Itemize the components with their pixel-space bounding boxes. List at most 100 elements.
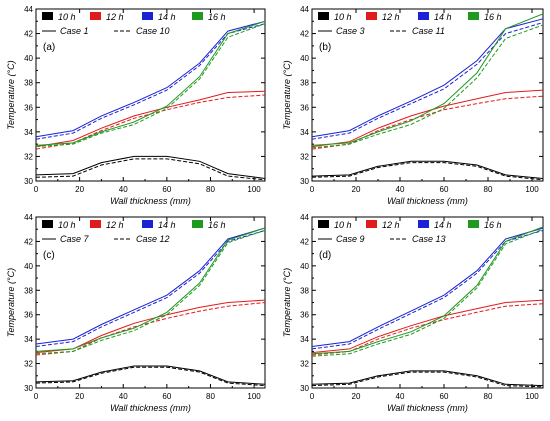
- legend-label: 12 h: [106, 220, 124, 230]
- chart-panel: 0 20 40 60 80 100 30 32 34 36 38 40 42 44 Wall thickne…: [282, 213, 544, 413]
- y-tick-label: 42: [24, 237, 33, 246]
- y-tick-label: 42: [24, 30, 33, 39]
- x-tick-label: 60: [162, 392, 171, 401]
- legend-style-label: Case 11: [412, 26, 445, 36]
- x-tick-label: 80: [484, 185, 493, 194]
- x-axis-title: Wall thickness (mm): [387, 403, 468, 413]
- series-line: [311, 89, 544, 148]
- y-tick-label: 32: [300, 360, 309, 369]
- legend-swatch: [90, 12, 101, 20]
- legend-swatch: [366, 12, 377, 20]
- y-tick-label: 30: [300, 384, 309, 393]
- x-tick-label: 100: [247, 185, 261, 194]
- legend-swatch: [366, 220, 377, 228]
- x-tick-label: 0: [34, 185, 39, 194]
- y-tick-label: 34: [24, 335, 33, 344]
- legend-label: 14 h: [158, 220, 176, 230]
- legend-label: 14 h: [434, 12, 452, 22]
- y-tick-label: 30: [300, 177, 309, 186]
- y-tick-label: 38: [300, 79, 309, 88]
- y-tick-label: 36: [300, 103, 309, 112]
- legend-label: 16 h: [208, 220, 226, 230]
- x-axis-title: Wall thickness (mm): [110, 403, 191, 413]
- panel-label: (c): [43, 250, 55, 261]
- legend-swatch: [192, 220, 203, 228]
- legend-swatch: [142, 220, 153, 228]
- series-line: [35, 158, 266, 181]
- legend-swatch: [418, 12, 429, 20]
- legend-label: 16 h: [484, 12, 502, 22]
- legend-label: 14 h: [158, 12, 176, 22]
- x-axis-title: Wall thickness (mm): [387, 196, 468, 206]
- y-tick-label: 40: [300, 54, 309, 63]
- series-line: [311, 228, 544, 357]
- chart-panel: 0 20 40 60 80 100 30 32 34 36 38 40 42 44 Wall thickne…: [282, 5, 544, 206]
- series-line: [311, 22, 544, 140]
- x-tick-label: 40: [396, 185, 405, 194]
- x-tick-label: 60: [440, 392, 449, 401]
- chart-panel: 0 20 40 60 80 100 30 32 34 36 38 40 42 44 Wall thickne…: [6, 213, 266, 413]
- legend-label: 16 h: [484, 220, 502, 230]
- series-line: [35, 20, 266, 146]
- series-line: [311, 24, 544, 149]
- y-tick-label: 32: [24, 360, 33, 369]
- y-axis-title: Temperature (°C): [6, 60, 16, 129]
- y-tick-label: 38: [24, 286, 33, 295]
- y-tick-label: 44: [300, 213, 309, 222]
- series-line: [35, 366, 266, 387]
- x-tick-label: 0: [34, 392, 39, 401]
- series-line: [311, 370, 544, 387]
- series-line: [311, 13, 544, 146]
- series-line: [35, 299, 266, 354]
- x-tick-label: 80: [206, 185, 215, 194]
- panel-label: (b): [319, 42, 331, 53]
- x-tick-label: 60: [440, 185, 449, 194]
- y-tick-label: 32: [24, 152, 33, 161]
- series-line: [35, 227, 266, 345]
- y-tick-label: 32: [300, 152, 309, 161]
- y-tick-label: 40: [24, 262, 33, 271]
- y-tick-label: 40: [24, 54, 33, 63]
- y-tick-label: 36: [24, 311, 33, 320]
- legend-label: 12 h: [382, 12, 400, 22]
- x-tick-label: 80: [484, 392, 493, 401]
- y-tick-label: 36: [24, 103, 33, 112]
- series-line: [35, 302, 266, 356]
- x-tick-label: 40: [396, 392, 405, 401]
- legend-swatch: [90, 220, 101, 228]
- legend-label: 14 h: [434, 220, 452, 230]
- y-tick-label: 40: [300, 262, 309, 271]
- series-line: [35, 365, 266, 385]
- y-tick-label: 44: [24, 5, 33, 14]
- legend-swatch: [318, 12, 329, 20]
- x-tick-label: 20: [352, 392, 361, 401]
- legend-style-label: Case 10: [136, 26, 170, 36]
- x-tick-label: 20: [352, 185, 361, 194]
- y-tick-label: 38: [300, 286, 309, 295]
- series-line: [35, 20, 266, 138]
- y-tick-label: 34: [300, 128, 309, 137]
- legend-swatch: [418, 220, 429, 228]
- x-tick-label: 100: [525, 392, 539, 401]
- series-line: [35, 23, 266, 140]
- series-line: [311, 303, 544, 356]
- panel-label: (d): [319, 250, 331, 261]
- chart-panel: 0 20 40 60 80 100 30 32 34 36 38 40 42 44 Wall thickne…: [6, 5, 266, 206]
- series-line: [311, 229, 544, 350]
- legend-label: 10 h: [334, 12, 352, 22]
- series-line: [311, 299, 544, 354]
- x-tick-label: 100: [247, 392, 261, 401]
- series-line: [311, 227, 544, 347]
- y-tick-label: 30: [24, 384, 33, 393]
- legend-swatch: [318, 220, 329, 228]
- series-line: [35, 90, 266, 148]
- x-tick-label: 0: [310, 392, 315, 401]
- series-line: [311, 160, 544, 179]
- series-line: [311, 18, 544, 138]
- series-line: [311, 371, 544, 388]
- x-tick-label: 0: [310, 185, 315, 194]
- legend-style-label: Case 7: [60, 234, 90, 244]
- series-line: [311, 162, 544, 181]
- y-tick-label: 42: [300, 30, 309, 39]
